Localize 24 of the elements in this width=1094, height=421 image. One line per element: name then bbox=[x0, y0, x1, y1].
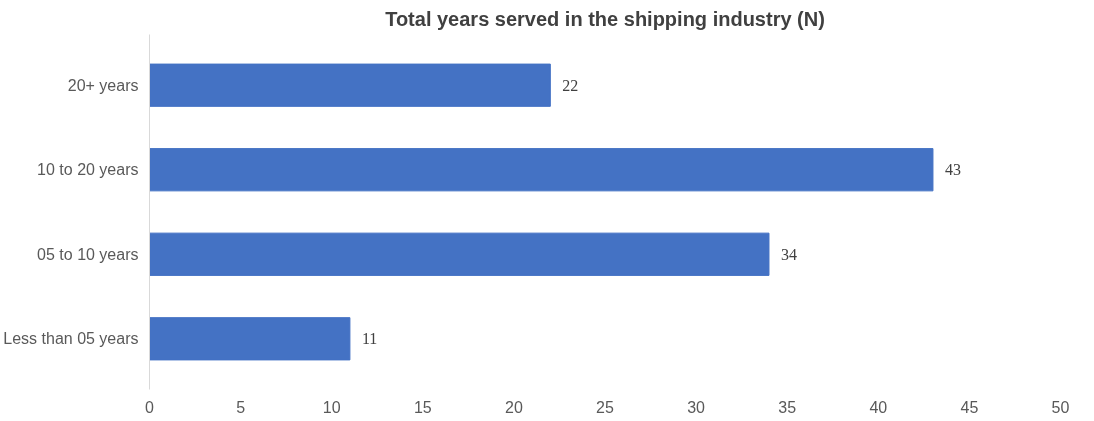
y-tick-label: 20+ years bbox=[67, 76, 139, 94]
x-tick-label: 45 bbox=[960, 398, 979, 416]
x-tick-label: 35 bbox=[778, 398, 797, 416]
y-tick-label: 05 to 10 years bbox=[37, 245, 139, 263]
x-tick-label: 40 bbox=[869, 398, 888, 416]
bar bbox=[149, 148, 934, 192]
x-tick-label: 25 bbox=[596, 398, 614, 416]
bar bbox=[149, 63, 551, 107]
x-tick-label: 15 bbox=[413, 398, 432, 416]
data-label: 22 bbox=[562, 76, 579, 94]
y-tick-label: 10 to 20 years bbox=[37, 161, 139, 179]
x-tick-label: 10 bbox=[322, 398, 341, 416]
x-tick-label: 0 bbox=[145, 398, 155, 416]
x-tick-label: 5 bbox=[236, 398, 246, 416]
chart-title: Total years served in the shipping industry (N) bbox=[385, 7, 825, 30]
x-tick-label: 20 bbox=[505, 398, 523, 416]
data-label: 43 bbox=[944, 161, 961, 179]
x-tick-label: 30 bbox=[687, 398, 706, 416]
data-label: 11 bbox=[361, 330, 378, 348]
x-tick-label: 50 bbox=[1051, 398, 1070, 416]
y-tick-label: Less than 05 years bbox=[3, 330, 139, 348]
bar bbox=[149, 317, 351, 361]
data-label: 34 bbox=[780, 245, 797, 263]
bar bbox=[149, 232, 770, 276]
